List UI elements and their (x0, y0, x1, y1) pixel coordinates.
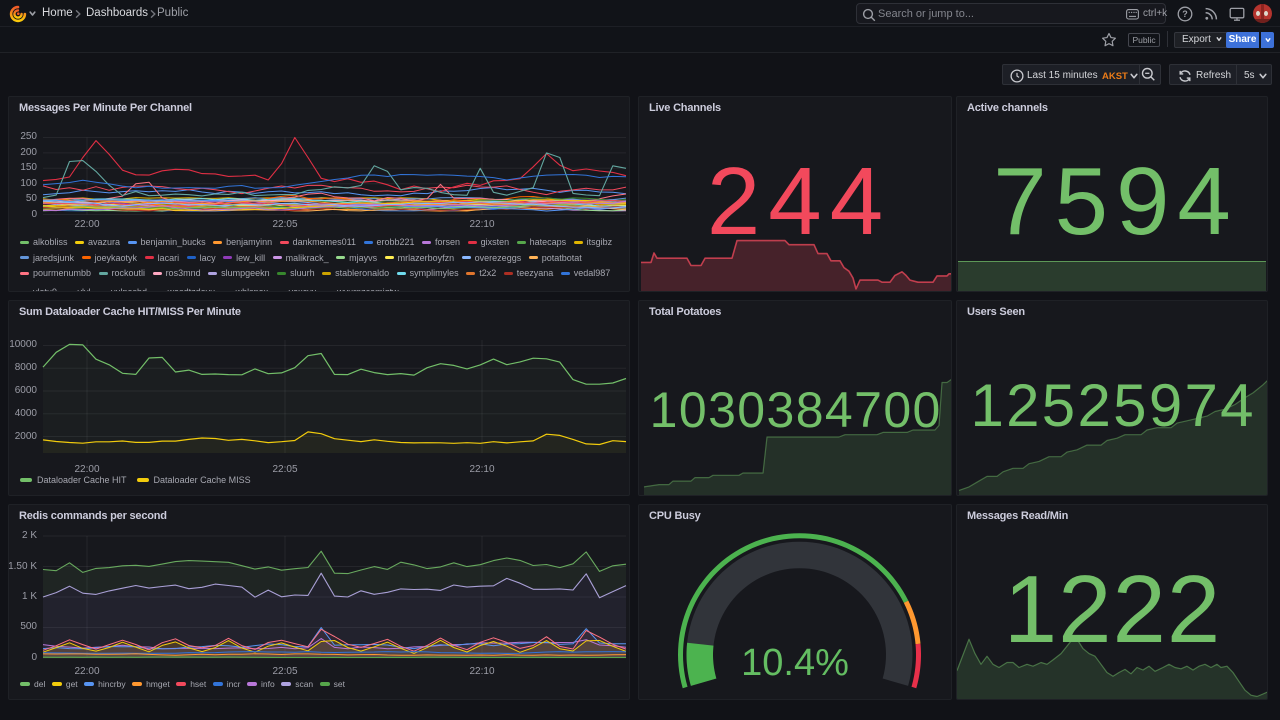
svg-text:?: ? (1182, 9, 1188, 19)
